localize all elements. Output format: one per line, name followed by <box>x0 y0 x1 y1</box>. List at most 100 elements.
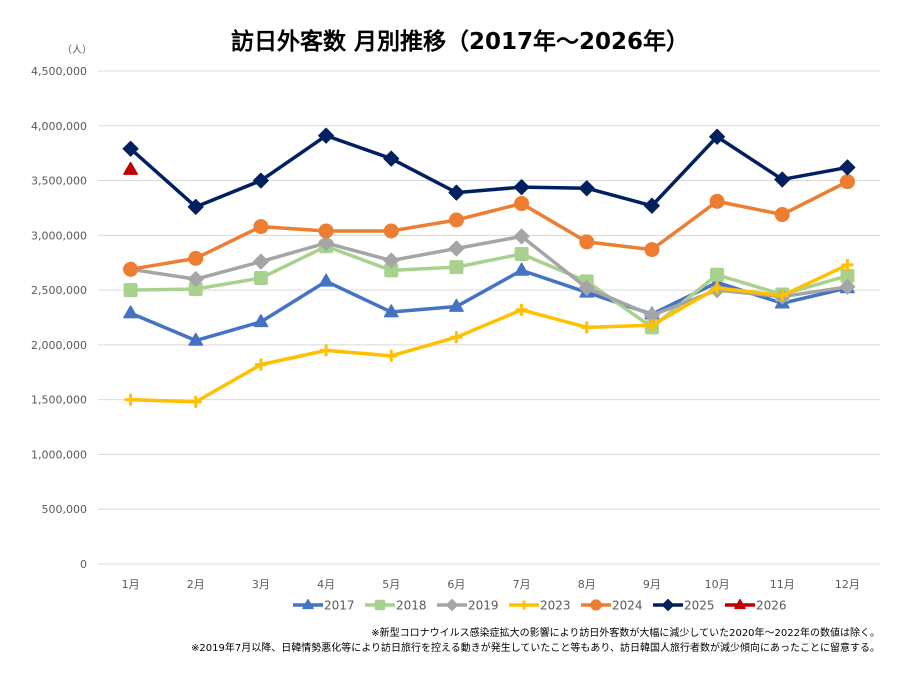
data-point-2017 <box>253 314 269 328</box>
data-point-2026 <box>123 161 138 175</box>
data-point-2023 <box>320 344 333 357</box>
data-point-2023 <box>254 358 267 371</box>
data-point-2019 <box>187 271 204 288</box>
x-tick-label: 12月 <box>835 578 860 591</box>
data-point-2024 <box>253 219 269 235</box>
data-point-2025 <box>448 184 465 201</box>
data-point-2023 <box>580 321 593 334</box>
data-point-2023 <box>124 393 137 406</box>
data-point-2023 <box>515 303 528 316</box>
data-point-2018 <box>449 260 464 275</box>
legend-label: 2023 <box>540 599 571 613</box>
footnote-1: ※新型コロナウイルス感染症拡大の影響により訪日外客数が大幅に減少していた2020… <box>371 628 880 639</box>
legend-item-2017: 2017 <box>293 599 355 613</box>
data-point-2025 <box>774 171 791 188</box>
data-point-2019 <box>513 228 530 245</box>
x-tick-label: 4月 <box>317 578 335 591</box>
data-point-2017 <box>123 305 138 319</box>
data-point-2024 <box>514 196 530 212</box>
series-line-2024 <box>130 180 849 272</box>
data-point-2024 <box>774 207 790 223</box>
data-point-2023 <box>841 258 854 271</box>
x-tick-label: 5月 <box>382 578 400 591</box>
y-tick-label: 2,500,000 <box>31 284 87 297</box>
x-tick-label: 7月 <box>513 578 531 591</box>
data-point-2025 <box>187 198 204 215</box>
data-point-2024 <box>448 212 464 228</box>
legend-label: 2019 <box>468 599 499 613</box>
data-point-2023 <box>645 319 658 332</box>
y-tick-label: 3,500,000 <box>31 175 87 188</box>
legend-item-2024: 2024 <box>581 599 643 613</box>
x-tick-label: 6月 <box>447 578 465 591</box>
legend-label: 2026 <box>756 599 787 613</box>
x-tick-label: 3月 <box>252 578 270 591</box>
legend-item-2026: 2026 <box>725 599 787 613</box>
legend-item-2019: 2019 <box>437 599 499 613</box>
chart-title: 訪日外客数 月別推移（2017年～2026年） <box>230 29 690 55</box>
x-tick-label: 1月 <box>122 578 140 591</box>
y-tick-label: 4,500,000 <box>31 65 87 78</box>
data-point-2017 <box>383 304 399 318</box>
data-point-2025 <box>578 180 595 197</box>
legend-marker-icon <box>734 599 746 610</box>
series-line-2023 <box>130 263 849 404</box>
data-point-2025 <box>709 128 726 145</box>
legend-marker-icon <box>374 599 386 611</box>
series-line-2017 <box>129 268 848 343</box>
data-point-2025 <box>252 172 269 189</box>
data-point-2018 <box>710 267 725 282</box>
data-point-2019 <box>252 253 269 270</box>
legend-item-2023: 2023 <box>509 599 571 613</box>
data-point-2017 <box>514 262 529 276</box>
data-point-2025 <box>318 127 335 144</box>
data-point-2018 <box>253 271 268 286</box>
x-tick-label: 10月 <box>705 578 730 591</box>
y-tick-label: 3,000,000 <box>31 229 87 242</box>
series-2019 <box>122 228 856 324</box>
x-axis-ticks: 1月 2月 3月 4月 5月 6月 7月 8月 9月 10月 11月 12月 <box>122 578 860 591</box>
data-point-2019 <box>578 279 595 296</box>
series-line-2019 <box>130 234 848 318</box>
data-point-2019 <box>839 278 856 295</box>
y-tick-label: 1,000,000 <box>31 448 87 461</box>
legend-label: 2018 <box>396 599 427 613</box>
data-point-2017 <box>449 298 464 312</box>
data-point-2018 <box>840 268 855 283</box>
x-tick-label: 11月 <box>770 578 795 591</box>
legend-marker-icon <box>661 598 675 612</box>
series-line-2018 <box>130 244 848 330</box>
footnote-2: ※2019年7月以降、日韓情勢悪化等により訪日旅行を控える動きが発生していたこと… <box>191 643 880 654</box>
legend-item-2018: 2018 <box>365 599 427 613</box>
data-point-2025 <box>383 150 400 167</box>
data-point-2025 <box>839 159 856 176</box>
data-point-2018 <box>188 282 203 297</box>
legend-marker-icon <box>519 600 529 610</box>
series-lines <box>122 127 856 408</box>
legend-marker-icon <box>590 599 602 611</box>
data-point-2017 <box>188 332 204 346</box>
data-point-2018 <box>123 283 138 298</box>
x-tick-label: 8月 <box>578 578 596 591</box>
data-point-2024 <box>383 223 399 239</box>
data-point-2025 <box>643 197 660 214</box>
data-point-2024 <box>123 261 139 277</box>
legend-label: 2024 <box>612 599 643 613</box>
legend: 2017 2018 2019 2023 2024 2025 2026 <box>293 599 787 613</box>
data-point-2018 <box>384 263 399 278</box>
data-point-2023 <box>776 289 789 302</box>
data-point-2018 <box>514 246 529 261</box>
y-tick-label: 0 <box>80 558 87 571</box>
y-tick-label: 2,000,000 <box>31 339 87 352</box>
data-point-2024 <box>709 193 725 209</box>
y-tick-label: 1,500,000 <box>31 394 87 407</box>
x-tick-label: 2月 <box>187 578 205 591</box>
series-2024 <box>123 174 855 277</box>
y-tick-label: 4,000,000 <box>31 120 87 133</box>
series-line-2025 <box>129 133 848 209</box>
series-2023 <box>124 258 854 408</box>
data-point-2023 <box>450 331 463 344</box>
y-axis-unit-label: （人） <box>62 45 92 56</box>
data-point-2023 <box>385 349 398 362</box>
